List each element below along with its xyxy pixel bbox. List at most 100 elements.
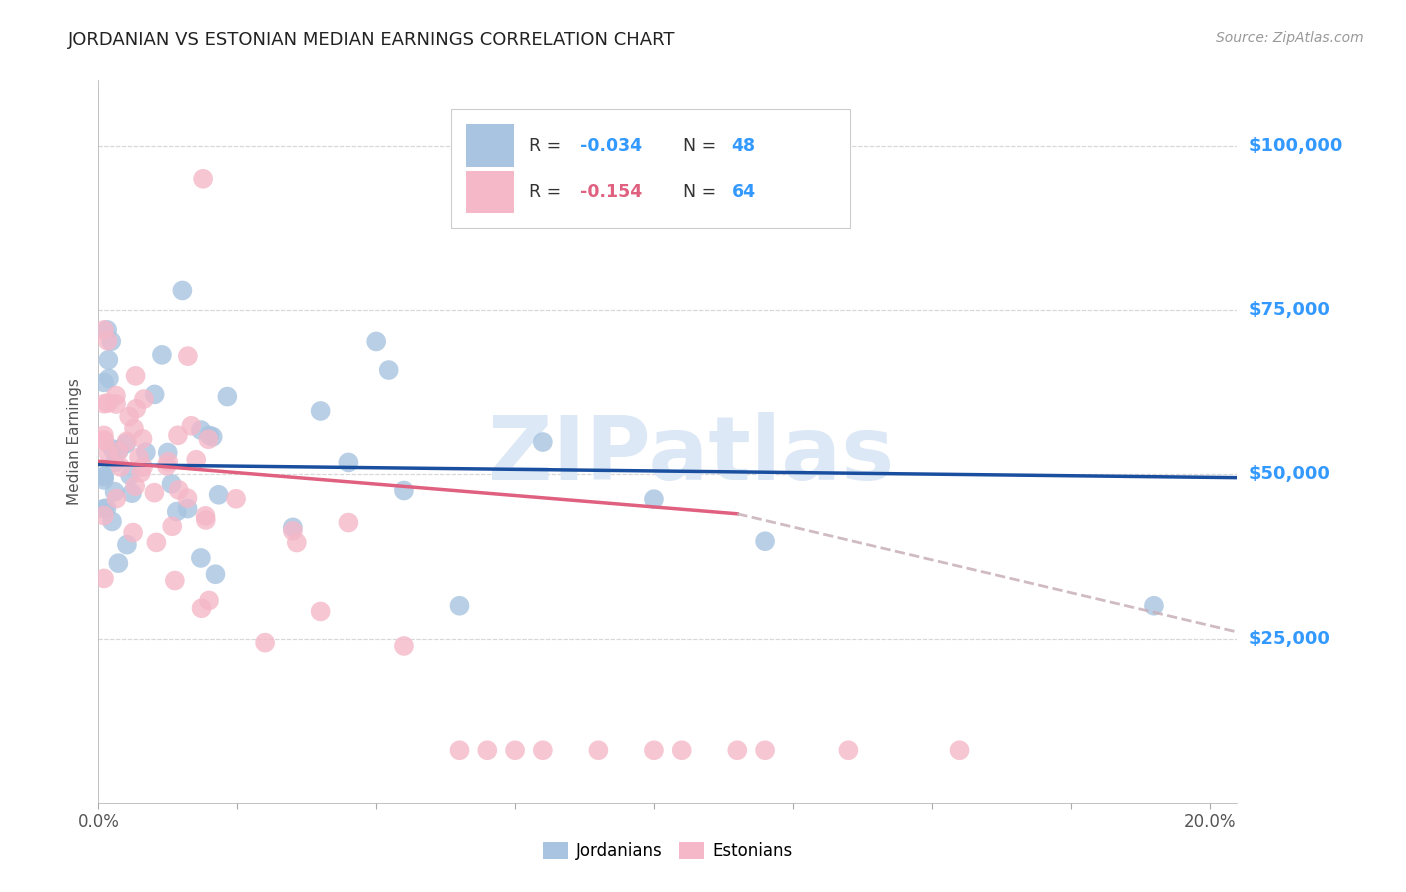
Point — [124, 368, 146, 383]
FancyBboxPatch shape — [467, 124, 515, 167]
Point — [377, 363, 399, 377]
Point — [160, 519, 183, 533]
Point — [97, 334, 120, 348]
Point — [531, 743, 554, 757]
Point — [101, 515, 124, 529]
Text: $100,000: $100,000 — [1249, 137, 1343, 155]
Point — [285, 535, 308, 549]
Point — [110, 459, 132, 474]
Point — [225, 491, 247, 506]
Point — [337, 455, 360, 469]
Point — [145, 535, 167, 549]
Text: N =: N = — [683, 183, 721, 201]
Point — [96, 323, 118, 337]
Text: N =: N = — [683, 136, 721, 154]
Point — [948, 743, 970, 757]
Text: Source: ZipAtlas.com: Source: ZipAtlas.com — [1216, 31, 1364, 45]
Point — [97, 352, 120, 367]
Text: $75,000: $75,000 — [1249, 301, 1330, 319]
Point — [190, 601, 212, 615]
Point — [180, 418, 202, 433]
Point — [120, 468, 142, 483]
Point — [105, 491, 128, 506]
Point — [754, 743, 776, 757]
Point — [194, 508, 217, 523]
Point — [93, 433, 115, 447]
Point — [93, 508, 115, 523]
Point — [163, 574, 186, 588]
Point — [104, 456, 127, 470]
Point — [115, 436, 138, 450]
Point — [194, 513, 217, 527]
Point — [93, 473, 115, 487]
Point — [449, 599, 471, 613]
Point — [156, 445, 179, 459]
Point — [125, 401, 148, 416]
Point — [157, 455, 180, 469]
Point — [115, 434, 138, 449]
Point — [176, 501, 198, 516]
Point — [725, 743, 748, 757]
Point — [671, 743, 693, 757]
Point — [197, 432, 219, 446]
Point — [392, 639, 415, 653]
Point — [156, 458, 179, 473]
Point — [198, 593, 221, 607]
Text: R =: R = — [529, 183, 567, 201]
Point — [254, 635, 277, 649]
Point — [503, 743, 526, 757]
Point — [97, 447, 120, 461]
Point — [160, 476, 183, 491]
Point — [531, 435, 554, 450]
Point — [204, 567, 226, 582]
Point — [128, 450, 150, 465]
Point — [105, 397, 128, 411]
Point — [167, 428, 190, 442]
Text: -0.034: -0.034 — [581, 136, 643, 154]
Text: $50,000: $50,000 — [1249, 466, 1330, 483]
Point — [93, 501, 115, 516]
Text: $25,000: $25,000 — [1249, 630, 1330, 648]
Point — [186, 452, 208, 467]
Point — [93, 376, 115, 390]
Point — [97, 371, 120, 385]
Point — [107, 444, 129, 458]
Point — [103, 484, 125, 499]
Point — [190, 550, 212, 565]
Point — [177, 349, 200, 363]
Point — [131, 432, 153, 446]
Point — [167, 483, 190, 497]
Point — [449, 743, 471, 757]
Point — [129, 466, 152, 480]
Point — [190, 423, 212, 437]
Text: ZIPatlas: ZIPatlas — [488, 412, 894, 500]
Point — [176, 491, 198, 505]
Point — [104, 388, 127, 402]
Point — [366, 334, 388, 349]
Point — [754, 534, 776, 549]
Point — [477, 743, 499, 757]
Y-axis label: Median Earnings: Median Earnings — [67, 378, 83, 505]
Point — [166, 505, 188, 519]
Text: -0.154: -0.154 — [581, 183, 643, 201]
Point — [93, 397, 115, 411]
Text: 48: 48 — [731, 136, 756, 154]
Point — [588, 743, 610, 757]
Point — [143, 485, 166, 500]
Point — [121, 486, 143, 500]
Point — [122, 421, 145, 435]
Point — [93, 428, 115, 442]
Point — [643, 492, 665, 507]
Point — [135, 445, 157, 459]
Point — [93, 323, 115, 337]
Point — [143, 387, 166, 401]
Point — [150, 348, 173, 362]
FancyBboxPatch shape — [451, 109, 851, 228]
Point — [217, 390, 239, 404]
Point — [191, 171, 214, 186]
Point — [107, 556, 129, 570]
Text: 64: 64 — [731, 183, 756, 201]
Point — [93, 469, 115, 483]
Point — [1143, 599, 1166, 613]
Point — [118, 409, 141, 424]
